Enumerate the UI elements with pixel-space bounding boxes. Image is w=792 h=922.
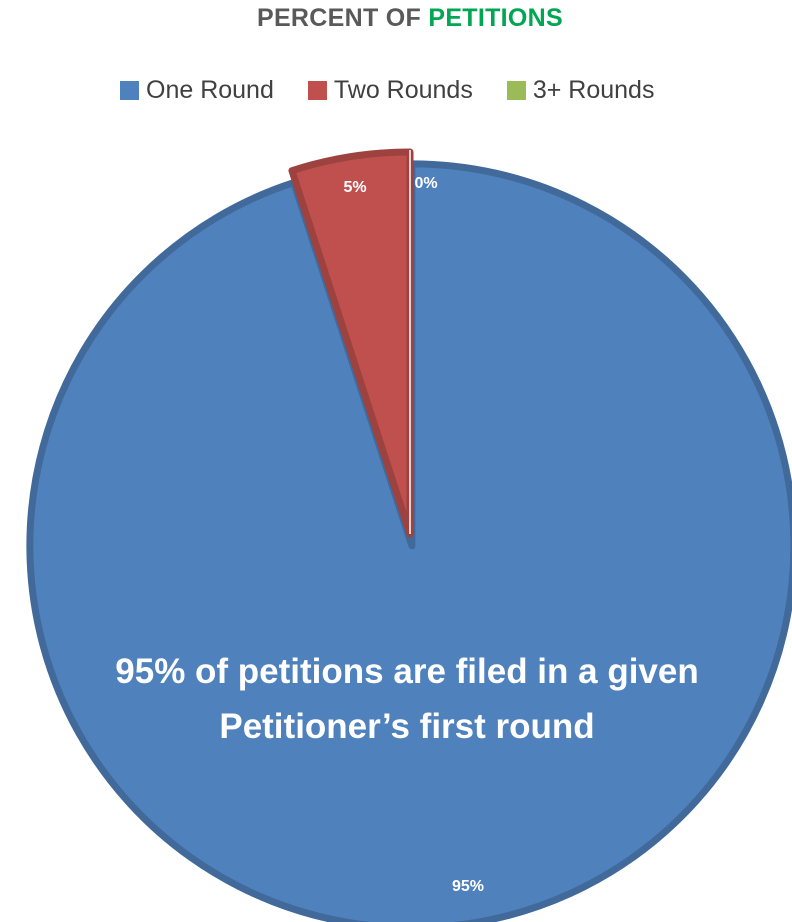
pie-slices [30, 150, 792, 922]
annotation-line-1: 95% of petitions are filed in a given [115, 652, 698, 691]
data-label-one-round: 95% [452, 878, 484, 895]
data-label-three-plus-rounds: 0% [414, 175, 437, 192]
data-label-two-rounds: 5% [343, 179, 366, 196]
annotation-line-2: Petitioner’s first round [219, 707, 594, 746]
